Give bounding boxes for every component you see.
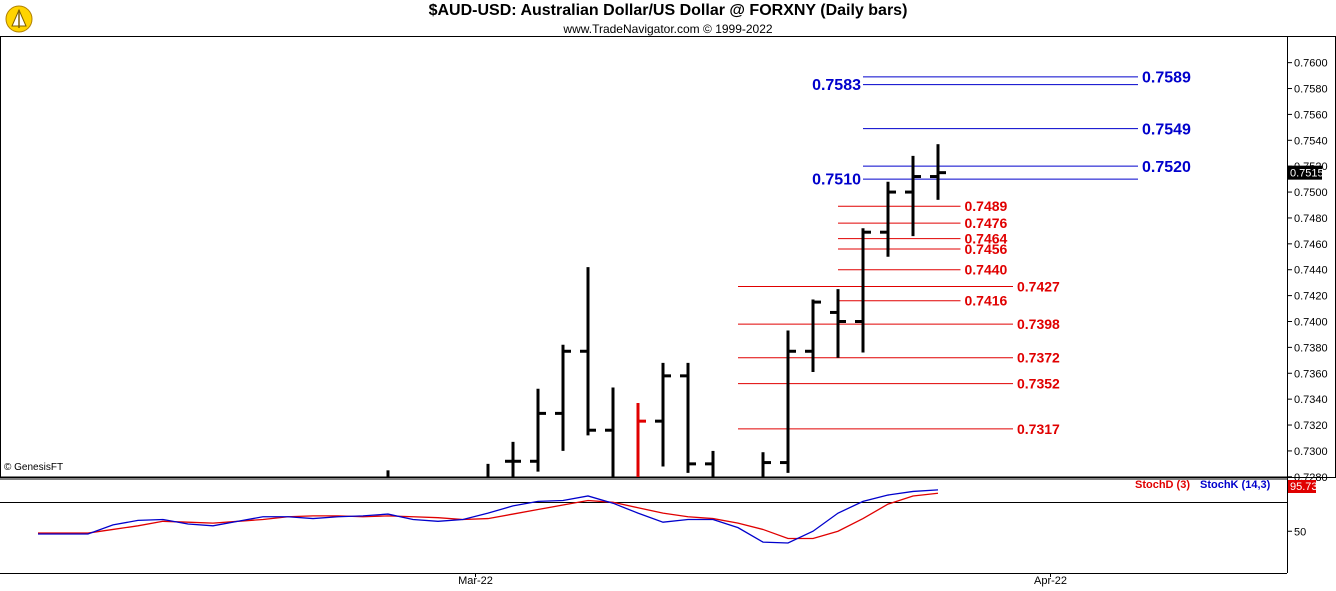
level-label-0.7549: 0.7549	[1142, 121, 1191, 138]
x-tick-label: Apr-22	[1034, 575, 1067, 587]
y-tick-label: 0.7300	[1294, 446, 1328, 458]
price-bars	[386, 144, 946, 477]
date-axis: Mar-22 Apr-22	[458, 573, 1067, 587]
level-label-0.7427: 0.7427	[1017, 278, 1060, 294]
stoch-line	[38, 489, 939, 544]
stochd-legend: StochD (3)	[1135, 479, 1190, 491]
level-label-0.7398: 0.7398	[1017, 316, 1060, 332]
y-tick-label: 0.7340	[1294, 394, 1328, 406]
stoch-tick-label: 50	[1294, 526, 1306, 538]
stoch-line	[38, 492, 939, 540]
price-levels: 0.75890.75830.75490.75200.75100.74890.74…	[738, 69, 1191, 508]
x-tick-label: Mar-22	[458, 575, 493, 587]
y-tick-label: 0.7580	[1294, 84, 1328, 96]
stoch-value-box	[1288, 480, 1316, 493]
level-label-0.7352: 0.7352	[1017, 376, 1060, 392]
level-label-0.7520: 0.7520	[1142, 159, 1191, 176]
last-price-box	[1288, 165, 1322, 180]
y-tick-label: 0.7540	[1294, 135, 1328, 147]
level-label-0.7583: 0.7583	[812, 77, 861, 94]
y-tick-label: 0.7380	[1294, 342, 1328, 354]
level-label-0.7372: 0.7372	[1017, 350, 1060, 366]
trade-navigator-logo-icon	[5, 5, 33, 33]
level-label-0.7262: 0.7262	[1017, 492, 1060, 508]
last-price-label: 0.7515	[1290, 168, 1324, 180]
stoch-value-label: 95.73	[1290, 481, 1318, 493]
chart-title: $AUD-USD: Australian Dollar/US Dollar @ …	[428, 2, 908, 19]
main-panel-border	[0, 36, 1336, 478]
level-label-0.7464: 0.7464	[965, 231, 1008, 247]
y-tick-label: 0.7460	[1294, 239, 1328, 251]
level-label-0.7456: 0.7456	[965, 241, 1008, 257]
chart-subtitle: www.TradeNavigator.com © 1999-2022	[563, 22, 773, 36]
y-tick-label: 0.7360	[1294, 368, 1328, 380]
level-label-0.7589: 0.7589	[1142, 69, 1191, 86]
level-label-0.7489: 0.7489	[965, 198, 1008, 214]
stochastic-panel: StochD (3) StochK (14,3) 95.73 50	[38, 479, 1318, 544]
y-tick-label: 0.7560	[1294, 109, 1328, 121]
level-label-0.7510: 0.7510	[812, 172, 861, 189]
y-tick-label: 0.7400	[1294, 316, 1328, 328]
stochk-legend: StochK (14,3)	[1200, 479, 1271, 491]
copyright-label: © GenesisFT	[4, 462, 64, 473]
level-label-0.7317: 0.7317	[1017, 421, 1060, 437]
y-tick-label: 0.7500	[1294, 187, 1328, 199]
y-tick-label: 0.7420	[1294, 291, 1328, 303]
level-label-0.7476: 0.7476	[965, 215, 1008, 231]
price-axis: 0.76000.75800.75600.75400.75200.75000.74…	[1287, 58, 1328, 484]
chart-frame	[0, 36, 1336, 574]
y-tick-label: 0.7320	[1294, 420, 1328, 432]
y-tick-label: 0.7600	[1294, 58, 1328, 70]
level-label-0.7416: 0.7416	[965, 293, 1008, 309]
y-tick-label: 0.7440	[1294, 265, 1328, 277]
y-tick-label: 0.7480	[1294, 213, 1328, 225]
level-label-0.7440: 0.7440	[965, 262, 1008, 278]
